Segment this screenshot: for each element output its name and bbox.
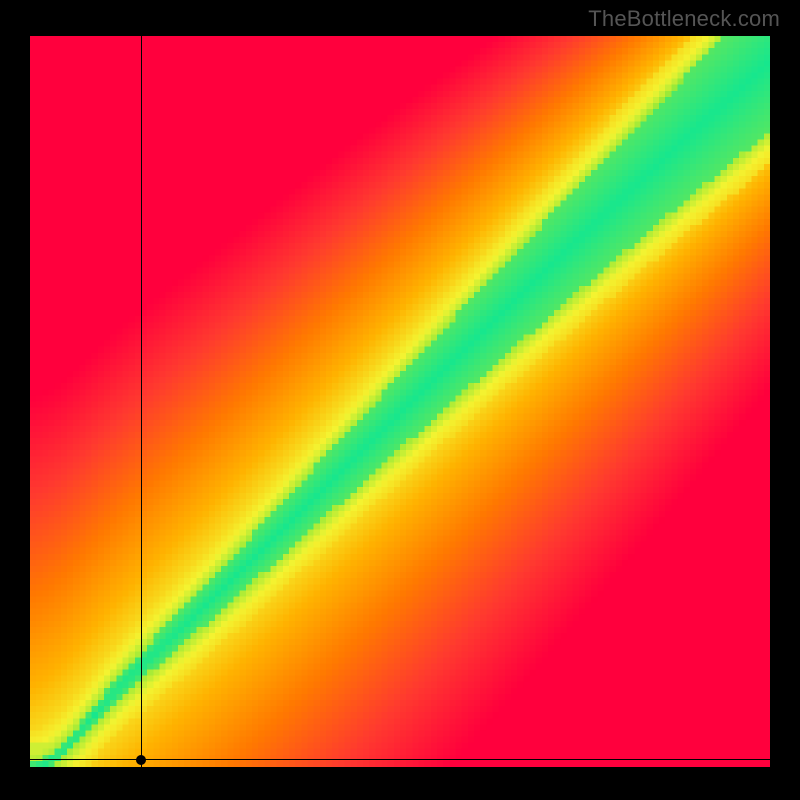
selected-point-marker	[136, 755, 146, 765]
crosshair-vertical	[141, 36, 142, 767]
watermark-text: TheBottleneck.com	[588, 6, 780, 32]
chart-container: TheBottleneck.com	[0, 0, 800, 800]
